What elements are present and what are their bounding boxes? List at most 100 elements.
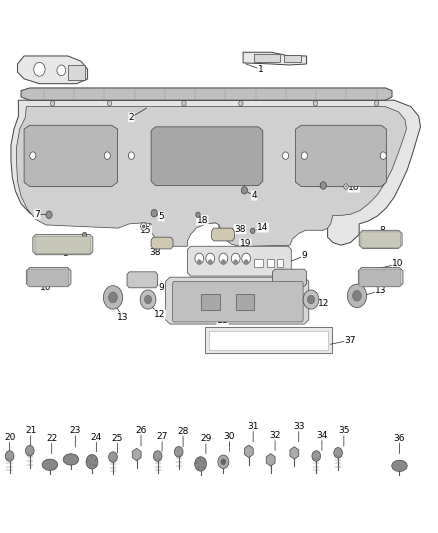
Circle shape: [197, 260, 201, 265]
Text: 32: 32: [269, 431, 281, 440]
Circle shape: [107, 101, 112, 106]
Polygon shape: [296, 125, 386, 187]
Circle shape: [218, 455, 229, 469]
Text: 6: 6: [330, 176, 336, 184]
Polygon shape: [26, 268, 71, 287]
Polygon shape: [21, 88, 392, 100]
Text: 9: 9: [301, 252, 307, 260]
Polygon shape: [127, 272, 158, 288]
Bar: [236, 294, 254, 310]
Polygon shape: [24, 125, 117, 187]
Text: 22: 22: [46, 434, 57, 442]
Circle shape: [380, 152, 386, 159]
Circle shape: [251, 228, 255, 233]
Text: 37: 37: [345, 336, 356, 344]
Circle shape: [174, 447, 183, 457]
Circle shape: [109, 452, 117, 463]
Circle shape: [353, 290, 361, 301]
Bar: [201, 294, 220, 310]
Bar: [284, 55, 301, 62]
Text: 38: 38: [234, 225, 246, 233]
Circle shape: [104, 152, 110, 159]
Circle shape: [5, 451, 14, 462]
Text: 23: 23: [70, 426, 81, 435]
Text: 28: 28: [177, 427, 189, 435]
Circle shape: [196, 212, 200, 217]
Circle shape: [145, 295, 152, 304]
Polygon shape: [272, 269, 307, 286]
Text: 21: 21: [25, 426, 36, 435]
Text: 1: 1: [258, 65, 264, 74]
Polygon shape: [244, 445, 253, 457]
Text: 24: 24: [91, 433, 102, 441]
Circle shape: [244, 260, 248, 265]
Polygon shape: [42, 459, 58, 471]
Circle shape: [233, 260, 238, 265]
Circle shape: [141, 223, 147, 230]
Circle shape: [301, 152, 307, 159]
Circle shape: [128, 152, 134, 159]
Polygon shape: [11, 100, 420, 245]
Bar: [254, 54, 280, 62]
Text: 16: 16: [348, 183, 360, 192]
Circle shape: [219, 253, 228, 264]
Polygon shape: [132, 448, 141, 461]
Text: 36: 36: [394, 434, 405, 442]
Circle shape: [86, 455, 98, 469]
Polygon shape: [359, 230, 402, 248]
Text: 10: 10: [392, 260, 403, 268]
Text: 15: 15: [140, 226, 152, 235]
Circle shape: [241, 187, 247, 194]
Circle shape: [103, 286, 123, 309]
Text: 27: 27: [156, 432, 168, 441]
Circle shape: [303, 290, 319, 309]
Text: 3: 3: [356, 142, 362, 151]
Polygon shape: [358, 268, 403, 287]
Polygon shape: [63, 454, 79, 465]
Text: 18: 18: [197, 216, 208, 224]
Text: 25: 25: [112, 434, 123, 442]
Circle shape: [57, 65, 66, 76]
Text: 13: 13: [117, 313, 128, 321]
Text: 2: 2: [129, 113, 134, 122]
Circle shape: [221, 260, 226, 265]
Circle shape: [50, 101, 55, 106]
FancyBboxPatch shape: [35, 237, 90, 254]
Circle shape: [344, 184, 348, 189]
Text: 30: 30: [224, 432, 235, 441]
Text: 14: 14: [257, 223, 268, 232]
Polygon shape: [151, 237, 173, 249]
Polygon shape: [212, 228, 234, 241]
Text: 12: 12: [154, 310, 166, 319]
FancyBboxPatch shape: [359, 269, 400, 286]
Text: 8: 8: [62, 249, 68, 258]
FancyBboxPatch shape: [361, 232, 400, 247]
Circle shape: [25, 446, 34, 456]
Polygon shape: [17, 107, 406, 246]
Text: 31: 31: [247, 422, 259, 431]
Text: 33: 33: [293, 422, 304, 431]
Polygon shape: [151, 127, 263, 185]
Circle shape: [182, 101, 186, 106]
Text: 11: 11: [217, 317, 228, 325]
Text: 38: 38: [150, 248, 161, 256]
Bar: [68, 65, 85, 80]
Polygon shape: [187, 246, 291, 276]
Text: 17: 17: [70, 235, 81, 244]
Circle shape: [153, 451, 162, 462]
Circle shape: [30, 152, 36, 159]
Circle shape: [239, 101, 243, 106]
Circle shape: [208, 260, 212, 265]
Circle shape: [109, 292, 117, 303]
Circle shape: [142, 225, 145, 228]
Circle shape: [320, 182, 326, 189]
Circle shape: [347, 284, 367, 308]
Circle shape: [345, 185, 347, 188]
Bar: [277, 259, 283, 266]
Text: 12: 12: [318, 300, 330, 308]
Text: 8: 8: [379, 226, 385, 235]
FancyBboxPatch shape: [28, 269, 69, 286]
Bar: [267, 259, 274, 266]
Text: 4: 4: [251, 191, 257, 200]
Bar: [254, 259, 263, 266]
